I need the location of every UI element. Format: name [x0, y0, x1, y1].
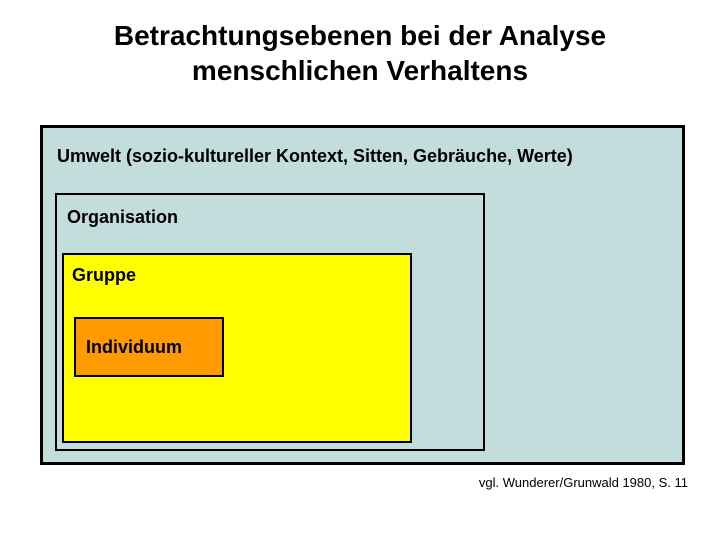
level-individuum-label: Individuum — [86, 337, 182, 358]
level-umwelt-label: Umwelt (sozio-kultureller Kontext, Sitte… — [57, 146, 573, 167]
title-line-1: Betrachtungsebenen bei der Analyse — [114, 20, 606, 51]
level-individuum-box: Individuum — [74, 317, 224, 377]
title-line-2: menschlichen Verhaltens — [192, 55, 528, 86]
slide: Betrachtungsebenen bei der Analyse mensc… — [0, 0, 720, 540]
level-umwelt-box: Umwelt (sozio-kultureller Kontext, Sitte… — [40, 125, 685, 465]
level-organisation-label: Organisation — [67, 207, 178, 228]
level-gruppe-label: Gruppe — [72, 265, 136, 286]
slide-title: Betrachtungsebenen bei der Analyse mensc… — [0, 18, 720, 88]
level-gruppe-box: Gruppe Individuum — [62, 253, 412, 443]
level-organisation-box: Organisation Gruppe Individuum — [55, 193, 485, 451]
citation-text: vgl. Wunderer/Grunwald 1980, S. 11 — [479, 475, 688, 490]
